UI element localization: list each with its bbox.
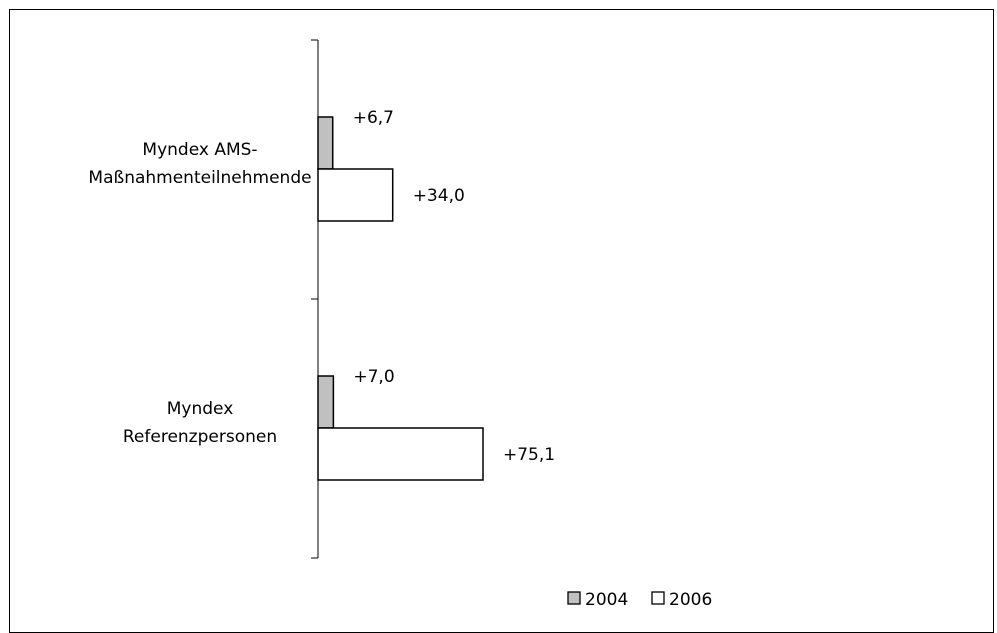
data-label-2004-1: +6,7 — [353, 108, 394, 128]
category-label: Myndex — [167, 399, 234, 419]
data-label-2004-2: +7,0 — [353, 367, 394, 387]
legend-label-2006: 2006 — [669, 590, 712, 610]
legend-swatch-2004 — [567, 591, 581, 605]
category-label: Maßnahmenteilnehmende — [88, 168, 311, 188]
data-label-2006-1: +34,0 — [413, 186, 465, 206]
category-label: Myndex AMS- — [142, 140, 257, 160]
bar-2006-2 — [317, 427, 484, 481]
legend-swatch-2006 — [651, 591, 665, 605]
bar-2004-2 — [317, 375, 335, 429]
legend-label-2004: 2004 — [585, 590, 628, 610]
chart-frame — [9, 9, 994, 633]
bar-2004-1 — [317, 116, 334, 170]
bar-2006-1 — [317, 168, 394, 222]
data-label-2006-2: +75,1 — [503, 445, 555, 465]
category-label: Referenzpersonen — [123, 427, 277, 447]
